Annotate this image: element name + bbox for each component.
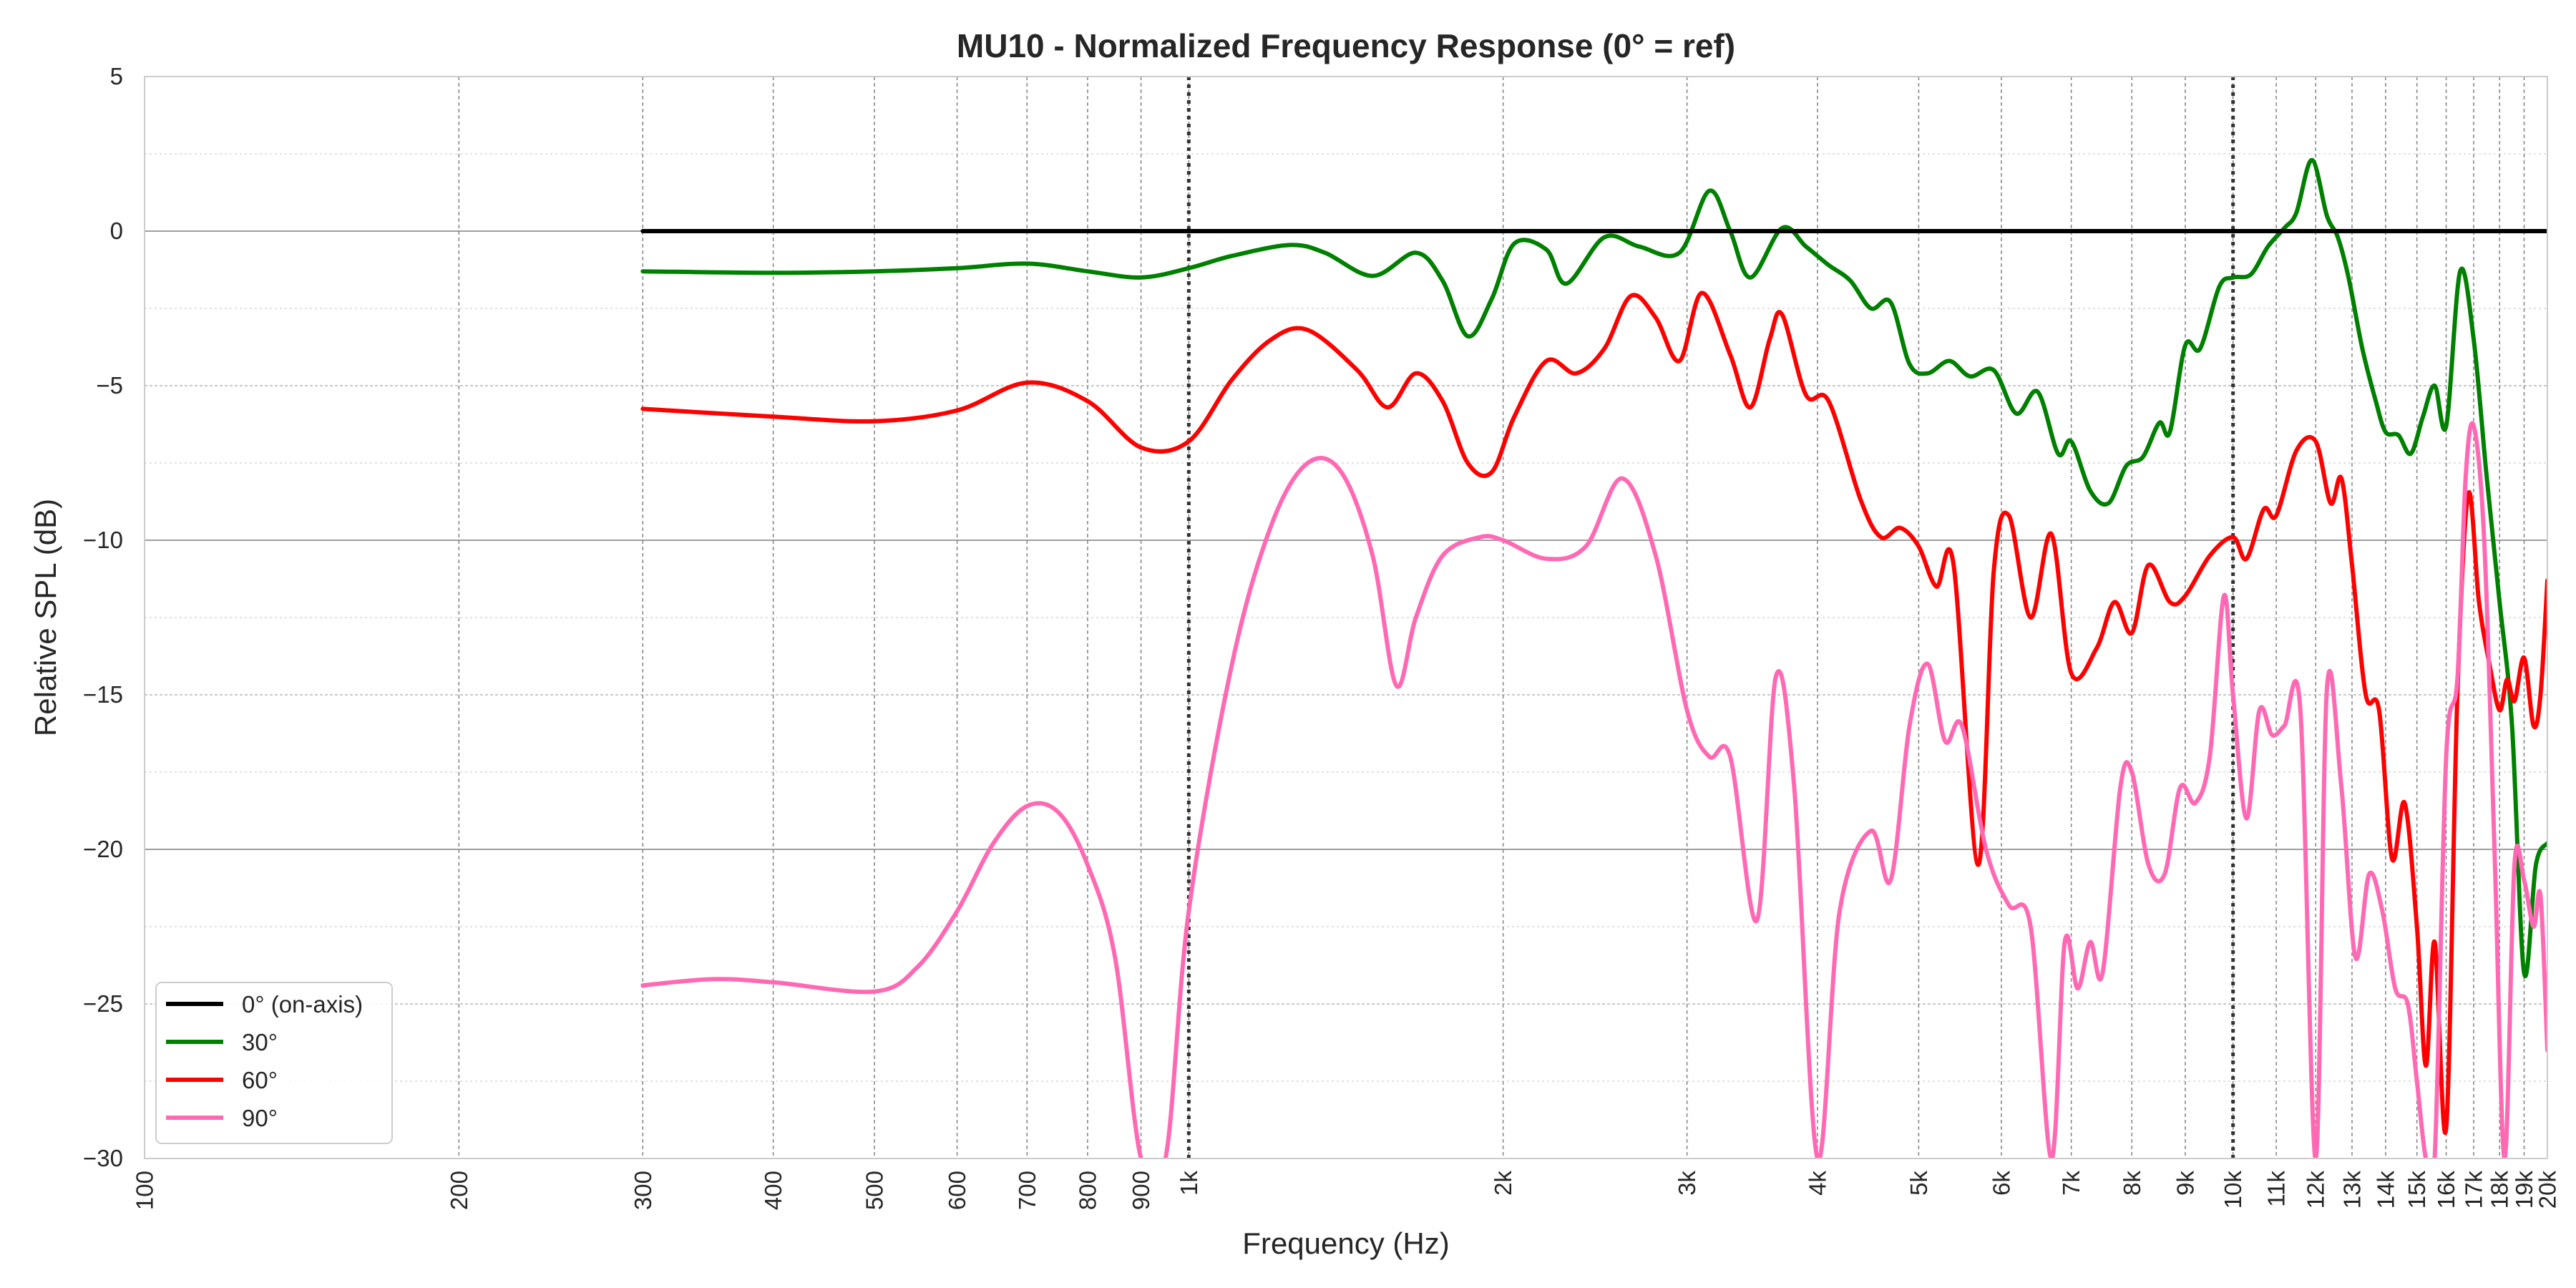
x-tick-label: 900 <box>1128 1171 1154 1210</box>
legend-label: 90° <box>242 1105 278 1131</box>
x-tick-label: 4k <box>1804 1171 1830 1196</box>
y-tick-label: −30 <box>83 1145 123 1171</box>
x-tick-label: 12k <box>2303 1171 2329 1209</box>
x-tick-label: 500 <box>862 1171 888 1210</box>
x-tick-label: 16k <box>2433 1171 2459 1209</box>
x-axis-label: Frequency (Hz) <box>1242 1226 1449 1260</box>
series-layer <box>640 157 2547 1158</box>
x-tick-label: 6k <box>1988 1171 2014 1196</box>
x-tick-label: 200 <box>446 1171 472 1210</box>
x-tick-label: 400 <box>760 1171 786 1210</box>
legend-box <box>155 982 393 1144</box>
y-tick-labels: 5 0 −5 −10 −15 −20 −25 −30 <box>83 63 123 1171</box>
legend-label: 0° (on-axis) <box>242 991 363 1018</box>
x-tick-label: 100 <box>132 1171 158 1210</box>
plot-frame <box>144 76 2548 1159</box>
x-tick-label: 600 <box>944 1171 970 1210</box>
y-tick-label: 5 <box>110 63 123 89</box>
x-tick-label: 1k <box>1176 1171 1202 1196</box>
legend-items: 0° (on-axis) 30° 60° 90° <box>166 991 363 1131</box>
y-tick-label: −10 <box>83 527 123 553</box>
chart-title: MU10 - Normalized Frequency Response (0°… <box>957 27 1735 64</box>
x-tick-label: 17k <box>2460 1171 2487 1209</box>
legend: 0° (on-axis) 30° 60° 90° <box>155 982 393 1144</box>
x-tick-label: 800 <box>1074 1171 1101 1210</box>
series-line-90deg <box>640 421 2547 1158</box>
x-tick-label: 3k <box>1674 1171 1700 1196</box>
x-tick-label: 18k <box>2487 1171 2513 1209</box>
y-tick-label: −20 <box>83 836 123 862</box>
x-tick-label: 5k <box>1906 1171 1932 1196</box>
x-tick-label: 700 <box>1014 1171 1040 1210</box>
y-axis-label: Relative SPL (dB) <box>29 499 62 736</box>
x-tick-labels: 100 200 300 400 500 600 700 800 900 1k 2k 3k 4k 5k 6k 7… <box>132 1171 2561 1211</box>
x-tick-label: 15k <box>2404 1171 2430 1209</box>
y-tick-label: −5 <box>96 372 123 399</box>
x-tick-label: 13k <box>2338 1171 2365 1209</box>
x-tick-label: 20k <box>2534 1171 2561 1209</box>
x-tick-label: 14k <box>2372 1171 2399 1209</box>
legend-label: 60° <box>242 1067 278 1093</box>
grid-layer <box>145 77 2548 1158</box>
x-tick-label: 8k <box>2119 1171 2145 1196</box>
x-tick-label: 7k <box>2058 1171 2084 1196</box>
series-line-30deg <box>640 157 2547 978</box>
x-tick-label: 2k <box>1490 1171 1516 1196</box>
x-tick-label: 9k <box>2172 1171 2198 1196</box>
x-tick-label: 19k <box>2511 1171 2537 1209</box>
x-tick-label: 11k <box>2263 1171 2290 1207</box>
x-tick-label: 10k <box>2220 1171 2246 1209</box>
x-tick-label: 300 <box>630 1171 656 1210</box>
legend-label: 30° <box>242 1029 278 1055</box>
y-tick-label: 0 <box>110 218 123 244</box>
y-tick-label: −15 <box>83 681 123 708</box>
y-tick-label: −25 <box>83 990 123 1017</box>
